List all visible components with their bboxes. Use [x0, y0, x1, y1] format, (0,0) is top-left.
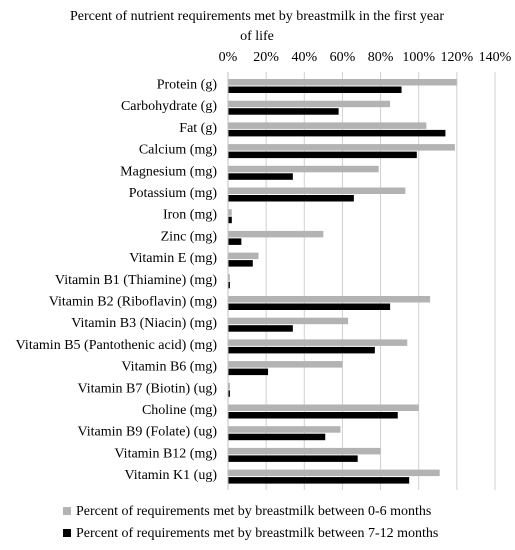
category-label: Vitamin B3 (Niacin) (mg) — [71, 316, 217, 331]
chart-title-line-1: Percent of nutrient requirements met by … — [70, 9, 444, 24]
category-label: Vitamin B2 (Riboflavin) (mg) — [49, 295, 218, 310]
category-label: Calcium (mg) — [139, 143, 217, 158]
bar-0-6-months — [228, 252, 259, 260]
bar-7-12-months — [228, 303, 391, 310]
category-label: Vitamin B9 (Folate) (ug) — [77, 425, 217, 440]
category-label: Vitamin B7 (Biotin) (ug) — [77, 381, 217, 396]
category-label: Fat (g) — [179, 121, 217, 136]
bar-0-6-months — [228, 404, 419, 411]
bar-7-12-months — [228, 238, 242, 245]
bar-0-6-months — [228, 209, 232, 216]
category-label: Vitamin K1 (ug) — [125, 468, 218, 483]
chart-title-line-2: of life — [240, 29, 274, 44]
bar-7-12-months — [228, 129, 446, 137]
x-tick-label: 20% — [253, 50, 279, 65]
bar-0-6-months — [228, 447, 381, 455]
bars — [227, 72, 457, 490]
bar-0-6-months — [228, 79, 457, 86]
x-tick-label: 40% — [291, 50, 317, 65]
bar-0-6-months — [228, 100, 391, 108]
bar-0-6-months — [228, 187, 406, 194]
bar-7-12-months — [228, 195, 354, 202]
bar-7-12-months — [228, 412, 398, 419]
bar-0-6-months — [228, 122, 427, 129]
category-label: Choline (mg) — [142, 403, 217, 418]
category-label: Vitamin E (mg) — [129, 251, 217, 266]
chart-title: Percent of nutrient requirements met by … — [70, 9, 444, 44]
bar-0-6-months — [228, 274, 230, 281]
bar-0-6-months — [228, 361, 343, 368]
bar-0-6-months — [228, 426, 341, 433]
bar-7-12-months — [228, 325, 293, 332]
category-label: Magnesium (mg) — [120, 164, 217, 179]
bar-7-12-months — [228, 260, 253, 267]
category-label: Potassium (mg) — [129, 186, 218, 201]
bar-7-12-months — [228, 455, 358, 462]
bar-7-12-months — [228, 108, 339, 115]
y-axis-category-labels: Protein (g) Carbohydrate (g) Fat (g) Calciu… — [16, 78, 218, 484]
bar-7-12-months — [228, 368, 269, 376]
bar-7-12-months — [228, 477, 410, 484]
legend: Percent of requirements met by breastmil… — [63, 504, 438, 541]
bar-7-12-months — [228, 86, 402, 93]
x-tick-label: 140% — [479, 50, 512, 65]
x-axis-tick-labels: 0% 20% 40% 60% 80% 100% 120% 140% — [219, 50, 512, 65]
category-label: Carbohydrate (g) — [121, 99, 217, 114]
bar-7-12-months — [228, 281, 230, 289]
legend-swatch — [63, 529, 71, 537]
bar-0-6-months — [228, 317, 349, 325]
bar-7-12-months — [228, 390, 230, 397]
bar-0-6-months — [228, 469, 440, 477]
category-label: Vitamin B6 (mg) — [121, 360, 217, 375]
bar-7-12-months — [228, 216, 232, 224]
bar-7-12-months — [228, 151, 417, 159]
category-label: Zinc (mg) — [161, 229, 218, 244]
x-tick-label: 100% — [402, 50, 435, 65]
category-label: Iron (mg) — [163, 208, 217, 223]
category-label: Protein (g) — [157, 78, 218, 93]
x-tick-label: 0% — [219, 50, 238, 65]
bar-0-6-months — [228, 382, 230, 390]
bar-0-6-months — [228, 339, 408, 346]
legend-swatch — [63, 507, 71, 515]
category-label: Vitamin B12 (mg) — [114, 446, 217, 461]
bar-0-6-months — [228, 296, 431, 303]
bar-0-6-months — [228, 165, 379, 173]
legend-label: Percent of requirements met by breastmil… — [76, 526, 438, 541]
bar-0-6-months — [228, 230, 324, 238]
legend-label: Percent of requirements met by breastmil… — [76, 504, 431, 519]
category-label: Vitamin B1 (Thiamine) (mg) — [55, 273, 217, 288]
bar-0-6-months — [228, 144, 455, 151]
x-tick-label: 60% — [330, 50, 356, 65]
category-label: Vitamin B5 (Pantothenic acid) (mg) — [16, 338, 218, 353]
bar-7-12-months — [228, 173, 293, 180]
gridlines — [227, 72, 496, 490]
bar-7-12-months — [228, 346, 375, 354]
x-tick-label: 120% — [441, 50, 474, 65]
x-tick-label: 80% — [368, 50, 394, 65]
bar-7-12-months — [228, 433, 326, 441]
